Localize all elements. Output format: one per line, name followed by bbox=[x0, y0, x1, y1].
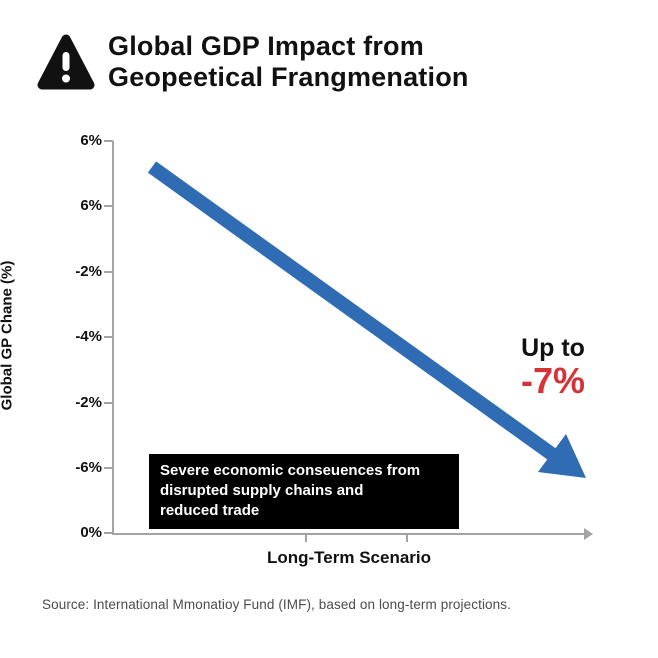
value-callout-prefix: Up to bbox=[521, 334, 585, 362]
trend-arrow-shaft bbox=[147, 161, 558, 461]
callout-line: disrupted supply chains and bbox=[160, 482, 364, 499]
callout-box: Severe economic conseuences from disrupt… bbox=[149, 454, 459, 529]
x-tick-mark bbox=[305, 535, 307, 542]
warning-triangle-icon bbox=[37, 34, 95, 90]
trend-arrow-head bbox=[538, 434, 586, 478]
callout-line: Severe economic conseuences from bbox=[160, 462, 421, 479]
y-tick-mark bbox=[104, 140, 113, 142]
y-tick-label: -2% bbox=[75, 394, 102, 411]
x-axis-title: Long-Term Scenario bbox=[266, 548, 432, 567]
y-tick-mark bbox=[104, 271, 113, 273]
x-axis-line bbox=[112, 533, 584, 535]
y-axis-title: Global GP Chane (%) bbox=[0, 260, 16, 411]
y-tick-label: 6% bbox=[80, 132, 102, 149]
y-tick-mark bbox=[104, 336, 113, 338]
page-title: Global GDP Impact from Geopeetical Frang… bbox=[108, 31, 469, 93]
x-tick-mark bbox=[406, 535, 408, 542]
value-callout-value: -7% bbox=[520, 360, 586, 401]
callout-line: reduced trade bbox=[160, 502, 260, 519]
source-text: Source: International Mmonatioy Fund (IM… bbox=[42, 597, 511, 612]
y-tick-label: -6% bbox=[75, 459, 102, 476]
exclamation-bar bbox=[62, 52, 70, 71]
y-tick-mark bbox=[104, 467, 113, 469]
y-tick-label: 6% bbox=[80, 197, 102, 214]
x-axis-arrowhead-icon bbox=[584, 528, 593, 540]
page-title-line1: Global GDP Impact from bbox=[108, 31, 424, 61]
page-title-line2: Geopeetical Frangmenation bbox=[108, 62, 469, 92]
y-axis-line bbox=[112, 141, 114, 535]
value-callout: Up to -7% bbox=[488, 334, 618, 400]
y-tick-mark bbox=[104, 532, 113, 534]
y-tick-mark bbox=[104, 402, 113, 404]
y-tick-label: 0% bbox=[80, 524, 102, 541]
exclamation-dot bbox=[62, 74, 70, 83]
y-tick-mark bbox=[104, 205, 113, 207]
y-tick-label: -4% bbox=[75, 328, 102, 345]
y-tick-label: -2% bbox=[75, 263, 102, 280]
